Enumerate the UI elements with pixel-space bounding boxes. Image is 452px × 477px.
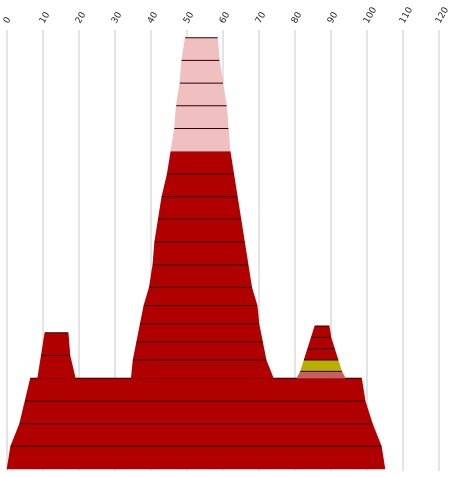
central-peak-band-3 [139,305,260,324]
shape-peak-top [170,37,231,152]
central-peak-band-8 [157,196,242,220]
central-peak-band-1 [132,341,267,361]
central-peak-band-4 [143,287,258,306]
base-platform-band-1 [10,423,382,447]
right-spire-band-0 [296,371,346,379]
central-peak-band-7 [154,219,245,243]
x-tick-label-30: 30 [110,10,125,25]
right-spire-band-1 [300,359,343,372]
x-tick-label-70: 70 [254,10,269,25]
x-tick-label-0: 0 [2,15,14,25]
central-peak-band-10 [166,150,235,175]
x-axis-tick-labels: 0 10 20 30 40 50 60 70 80 90 100 110 120 [2,5,451,25]
shape-base-platform [6,377,386,470]
central-peak-band-2 [136,323,263,343]
base-platform-band-3 [24,377,366,402]
peak-top-band-2 [175,82,227,107]
central-peak-band-0 [130,359,274,379]
x-tick-label-10: 10 [38,10,53,25]
x-tick-label-60: 60 [218,10,233,25]
central-peak-band-9 [161,173,238,197]
base-platform-band-0 [6,446,386,470]
shape-central-peak [130,150,274,379]
left-tower-band-1 [40,332,71,356]
peak-top-band-0 [170,128,231,152]
right-spire-band-3 [307,337,335,349]
shape-left-tower [37,332,76,379]
x-tick-label-90: 90 [326,10,341,25]
right-spire-band-4 [310,325,332,338]
peak-top-band-1 [174,105,229,129]
shapes [6,37,386,470]
peak-top-band-4 [181,37,220,61]
central-peak-band-6 [152,241,249,265]
x-tick-label-120: 120 [434,5,451,25]
base-platform-band-2 [19,400,373,424]
x-tick-label-110: 110 [398,5,415,25]
x-tick-label-50: 50 [182,10,197,25]
right-spire-band-2 [303,348,339,361]
central-peak-band-5 [148,264,253,288]
left-tower-band-0 [37,355,76,379]
shape-right-spire [296,325,346,379]
x-tick-label-20: 20 [74,10,89,25]
x-tick-label-100: 100 [362,5,379,25]
peak-top-band-3 [179,60,224,84]
x-tick-label-80: 80 [290,10,305,25]
x-tick-label-40: 40 [146,10,161,25]
